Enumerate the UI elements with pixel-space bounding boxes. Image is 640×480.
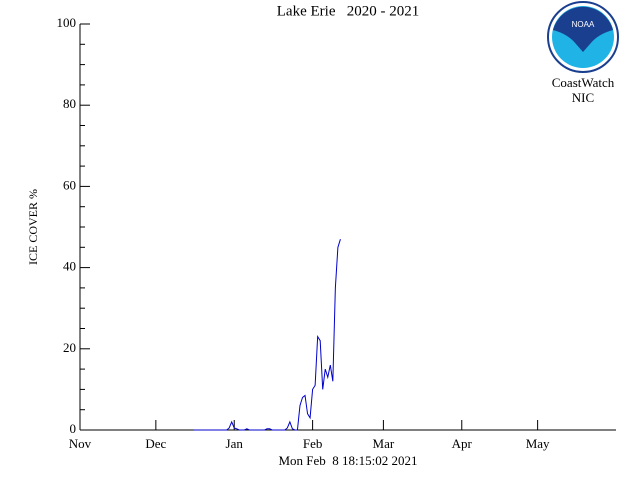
chart-title: Lake Erie 2020 - 2021 [277, 3, 419, 19]
y-tick-label: 40 [63, 259, 76, 274]
x-tick-label: Jan [226, 436, 244, 451]
y-tick-label: 0 [70, 421, 77, 436]
y-tick-label: 80 [63, 96, 76, 111]
y-tick-label: 100 [57, 15, 77, 30]
x-tick-label: May [526, 436, 550, 451]
ice-cover-line [193, 239, 341, 431]
logo-org: CoastWatch [552, 75, 615, 90]
x-tick-label: Feb [303, 436, 323, 451]
x-tick-label: Apr [452, 436, 473, 451]
y-axis-label: ICE COVER % [26, 189, 40, 265]
y-tick-label: 60 [63, 177, 76, 192]
x-tick-label: Nov [69, 436, 92, 451]
x-tick-label: Mar [373, 436, 395, 451]
x-tick-label: Dec [145, 436, 166, 451]
logo-badge: NOAA [572, 20, 595, 29]
logo-bird [553, 6, 613, 52]
footer: Mon Feb 8 18:15:02 2021 [278, 453, 417, 468]
logo: NOAA CoastWatch NIC [547, 1, 619, 105]
logo-unit: NIC [572, 90, 594, 105]
y-tick-label: 20 [63, 340, 76, 355]
